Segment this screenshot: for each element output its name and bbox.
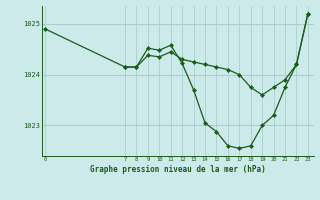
X-axis label: Graphe pression niveau de la mer (hPa): Graphe pression niveau de la mer (hPa) <box>90 165 266 174</box>
